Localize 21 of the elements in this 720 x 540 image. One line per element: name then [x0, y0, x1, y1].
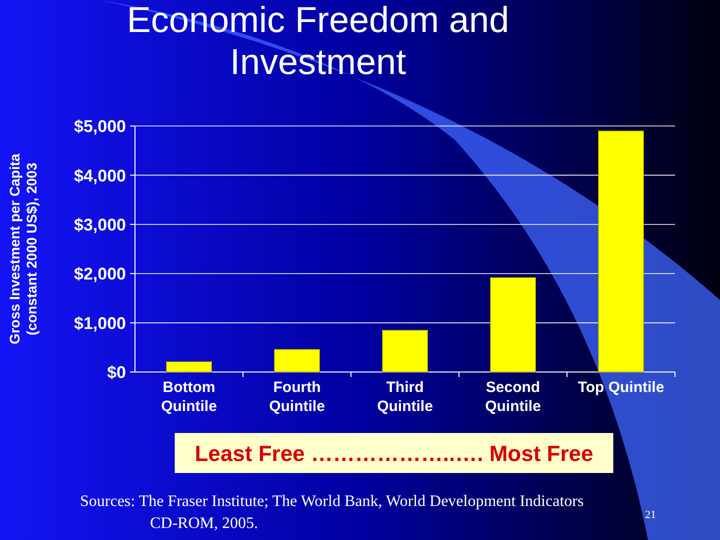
y-tick-label: $2,000 [74, 264, 126, 284]
x-tick-label: Bottom Quintile [161, 379, 217, 415]
y-tick-label: $1,000 [74, 314, 126, 333]
x-tick-label: Top Quintile [578, 379, 664, 396]
bar [490, 277, 536, 372]
y-axis-title: Gross Investment per Capita (constant 2000 US$), 2003 [6, 153, 40, 344]
x-tick-label: Fourth Quintile [269, 379, 325, 415]
bar [598, 130, 644, 372]
text: Least Free ………………..…. Most Free [194, 441, 594, 466]
y-tick-label: $5,000 [74, 117, 126, 136]
x-tick-label: Second Quintile [485, 379, 541, 415]
x-tick-label: Third Quintile [377, 379, 433, 415]
text: 21 [645, 509, 656, 521]
y-tick-label: $0 [107, 363, 126, 382]
y-tick-label: $3,000 [74, 216, 126, 235]
bar [274, 349, 320, 372]
bar [166, 361, 212, 372]
y-tick-label: $4,000 [74, 166, 126, 186]
chart-title: Economic Freedom and Investment [126, 0, 510, 82]
source-note: Sources: The Fraser Institute; The World Bank, World Development Indicators CD-ROM, 2005. [80, 493, 584, 532]
bar [382, 330, 428, 372]
